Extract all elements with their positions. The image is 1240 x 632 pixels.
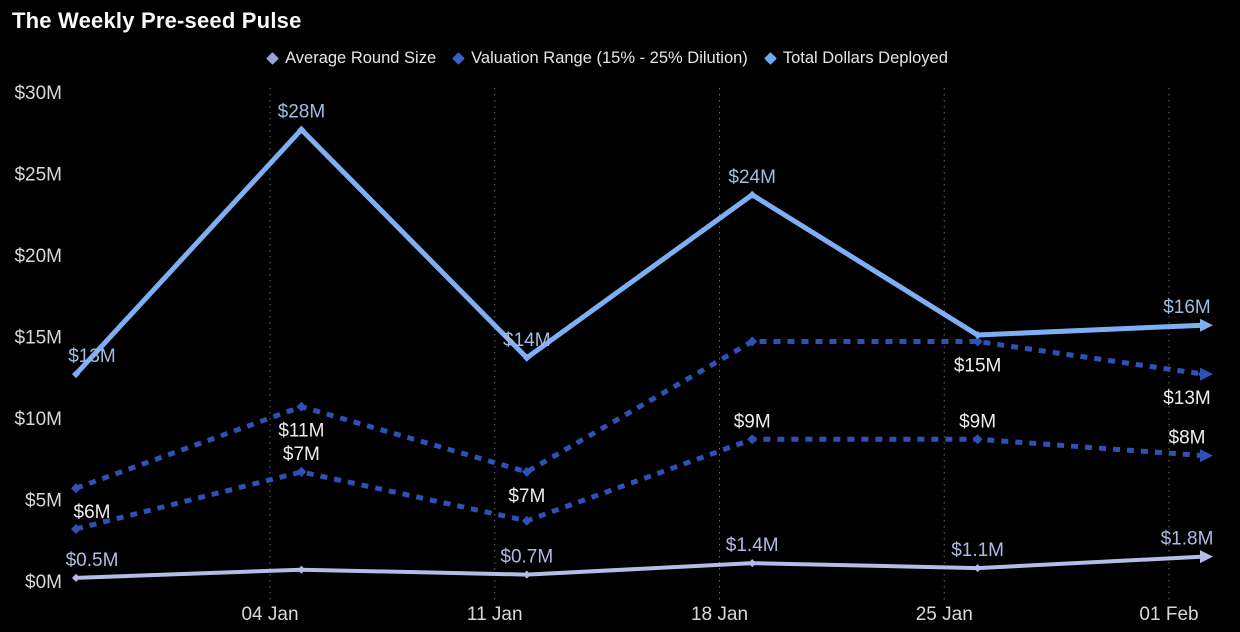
arrowhead-marker [1200, 318, 1213, 332]
data-point-marker[interactable] [296, 401, 307, 412]
data-point-marker[interactable] [521, 466, 532, 477]
data-point-marker[interactable] [748, 190, 757, 199]
y-axis-label: $30M [14, 83, 62, 104]
x-axis-label: 01 Feb [1139, 604, 1198, 625]
data-point-marker[interactable] [972, 336, 983, 347]
data-point-marker[interactable] [522, 353, 531, 362]
y-axis-label: $0M [25, 572, 62, 593]
data-label: $7M [508, 486, 545, 507]
data-point-marker[interactable] [747, 434, 758, 445]
data-label: $28M [278, 102, 326, 123]
x-axis-label: 11 Jan [467, 604, 523, 625]
data-point-marker[interactable] [71, 523, 81, 534]
arrowhead-marker [1200, 449, 1213, 463]
data-point-marker[interactable] [71, 483, 81, 494]
series-line-total-dollars-deployed [73, 127, 1206, 377]
chart-legend: Average Round Size Valuation Range (15% … [0, 49, 1228, 68]
data-label: $8M [1169, 428, 1206, 449]
data-point-marker[interactable] [296, 466, 307, 477]
y-axis-label: $25M [14, 165, 62, 186]
data-point-marker[interactable] [973, 330, 982, 339]
data-point-marker[interactable] [973, 564, 982, 573]
data-label: $9M [959, 411, 996, 432]
x-axis-label: 18 Jan [691, 604, 748, 625]
legend-item-valuation-range[interactable]: Valuation Range (15% - 25% Dilution) [452, 49, 748, 68]
data-label: $1.4M [726, 535, 779, 556]
data-label: $16M [1163, 297, 1211, 318]
data-label: $7M [283, 444, 320, 465]
y-axis-label: $5M [25, 491, 62, 512]
data-label: $15M [954, 356, 1002, 377]
x-axis-label: 04 Jan [241, 604, 298, 625]
data-label: $24M [728, 167, 776, 188]
data-label: $0.7M [500, 547, 553, 568]
data-label: $0.5M [66, 550, 119, 571]
x-axis-label: 25 Jan [916, 604, 973, 625]
data-label: $11M [278, 421, 324, 442]
data-label: $13M [1163, 388, 1211, 409]
data-point-marker[interactable] [747, 336, 758, 347]
data-label: $1.8M [1161, 529, 1214, 550]
data-point-marker[interactable] [972, 434, 983, 445]
legend-item-total-dollars-deployed[interactable]: Total Dollars Deployed [763, 49, 948, 68]
data-point-marker[interactable] [72, 573, 80, 582]
data-point-marker[interactable] [297, 125, 306, 134]
data-label: $13M [68, 346, 116, 367]
legend-label: Total Dollars Deployed [782, 49, 948, 67]
legend-label: Valuation Range (15% - 25% Dilution) [471, 49, 748, 67]
series-line-average-round-size [74, 554, 1205, 580]
data-point-marker[interactable] [72, 370, 80, 379]
y-axis-label: $20M [14, 246, 62, 267]
legend-label: Average Round Size [285, 49, 437, 67]
y-axis-label: $15M [14, 328, 62, 349]
chart-title: The Weekly Pre-seed Pulse [12, 8, 302, 33]
legend-item-average-round-size[interactable]: Average Round Size [266, 49, 437, 68]
data-point-marker[interactable] [297, 565, 306, 574]
data-point-marker[interactable] [521, 515, 532, 526]
data-label: $6M [74, 502, 111, 523]
y-axis-label: $10M [14, 409, 62, 430]
data-point-marker[interactable] [522, 570, 531, 579]
data-label: $9M [734, 411, 771, 432]
series-line-valuation-range-upper-bound-15-dilution [75, 339, 1204, 491]
data-point-marker[interactable] [748, 559, 757, 568]
series-line-valuation-range-lower-bound-25-dilution [75, 436, 1204, 532]
arrowhead-marker [1200, 367, 1213, 381]
arrowhead-marker [1200, 550, 1213, 564]
data-label: $1.1M [951, 540, 1004, 561]
data-label: $14M [503, 330, 551, 351]
